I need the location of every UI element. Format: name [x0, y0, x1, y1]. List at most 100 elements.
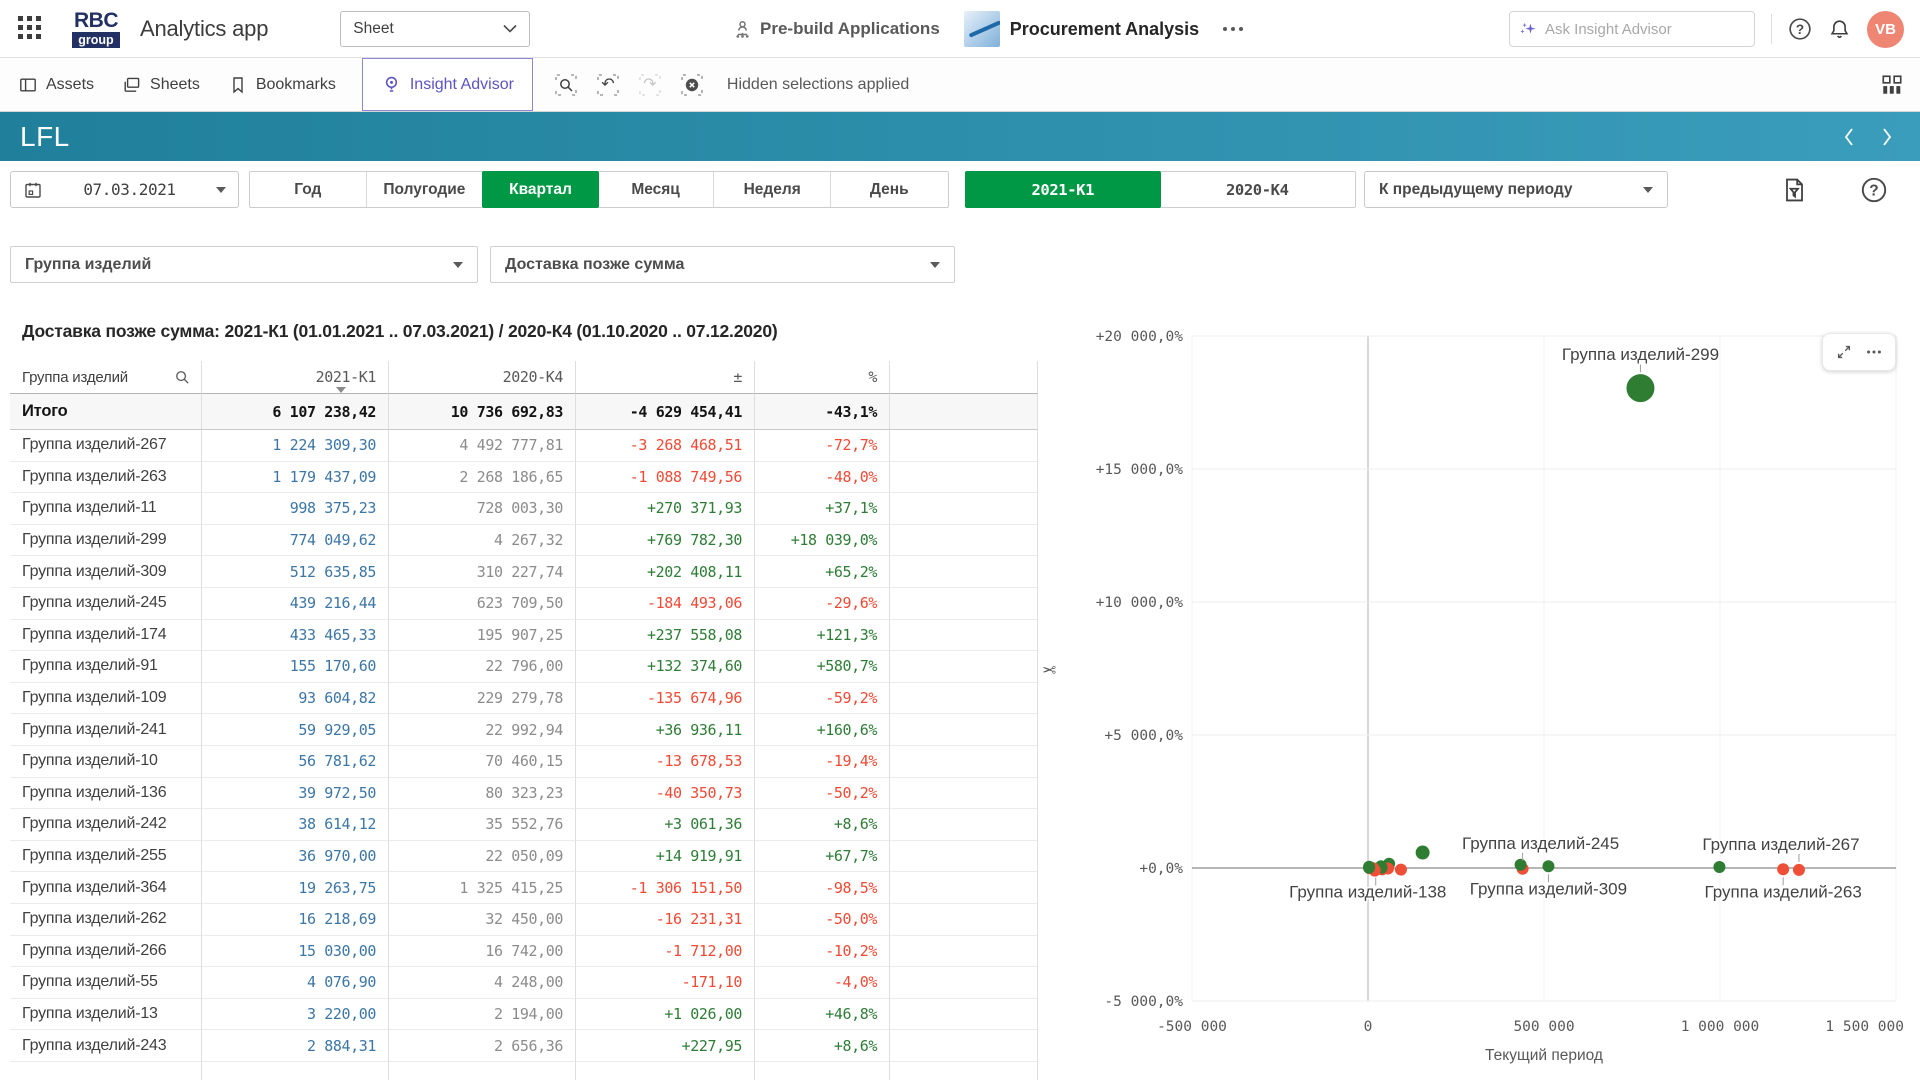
table-row[interactable]: Группа изделий-109 93 604,82 229 279,78 …	[10, 683, 1038, 715]
toolbar-item-bookmarks[interactable]: Bookmarks	[228, 58, 336, 111]
row-product-group[interactable]: Группа изделий-11	[10, 493, 202, 525]
ask-insight-advisor-input[interactable]	[1545, 21, 1744, 38]
table-row[interactable]: Группа изделий-255 36 970,00 22 050,09 +…	[10, 841, 1038, 873]
user-avatar[interactable]: VB	[1867, 11, 1904, 48]
report-filter-icon[interactable]	[1778, 174, 1810, 206]
table-row[interactable]: Группа изделий-245 439 216,44 623 709,50…	[10, 588, 1038, 620]
measure-dropdown[interactable]: Доставка позже сумма	[490, 246, 955, 283]
next-sheet-arrow-icon[interactable]	[1874, 124, 1900, 150]
scatter-point[interactable]	[1395, 864, 1407, 876]
row-product-group[interactable]: Группа изделий-263	[10, 462, 202, 494]
step-forward-selection-icon[interactable]: ↷	[637, 72, 663, 98]
table-row[interactable]: Группа изделий-267 1 224 309,30 4 492 77…	[10, 430, 1038, 462]
column-header-product-group[interactable]: Группа изделий	[10, 361, 202, 394]
row-product-group[interactable]: Группа изделий-243	[10, 1030, 202, 1062]
compare-period-button-1[interactable]: 2020-К4	[1160, 172, 1356, 207]
row-product-group[interactable]: Группа изделий-245	[10, 588, 202, 620]
undo-arrow-glyph: ↶	[601, 77, 614, 93]
row-product-group[interactable]: Группа изделий-309	[10, 556, 202, 588]
table-row[interactable]: Группа изделий-136 39 972,50 80 323,23 -…	[10, 778, 1038, 810]
column-header-current[interactable]: 2021-К1	[202, 361, 389, 394]
table-row[interactable]: Группа изделий-242 38 614,12 35 552,76 +…	[10, 809, 1038, 841]
table-row[interactable]: Группа изделий-309 512 635,85 310 227,74…	[10, 556, 1038, 588]
sheet-select[interactable]: Sheet	[340, 11, 530, 47]
row-product-group[interactable]: Группа изделий-255	[10, 841, 202, 873]
row-product-group[interactable]: Группа изделий-109	[10, 683, 202, 715]
table-row[interactable]: Группа изделий-243 2 884,31 2 656,36 +22…	[10, 1030, 1038, 1062]
row-product-group[interactable]: Группа изделий-262	[10, 904, 202, 936]
dimension-dropdown[interactable]: Группа изделий	[10, 246, 478, 283]
row-product-group[interactable]: Группа изделий-55	[10, 967, 202, 999]
notifications-bell-icon[interactable]	[1828, 18, 1851, 41]
table-row[interactable]: Группа изделий-262 16 218,69 32 450,00 -…	[10, 904, 1038, 936]
help-icon[interactable]: ?	[1788, 17, 1812, 41]
table-row[interactable]: Группа изделий-174 433 465,33 195 907,25…	[10, 620, 1038, 652]
scatter-point[interactable]	[1363, 862, 1375, 874]
chart-more-menu-icon[interactable]	[1865, 343, 1883, 361]
app-menu-icon[interactable]	[18, 16, 44, 42]
scatter-point[interactable]	[1626, 374, 1654, 402]
period-button-3[interactable]: Месяц	[598, 172, 715, 207]
table-row[interactable]: Группа изделий-11 998 375,23 728 003,30 …	[10, 493, 1038, 525]
scatter-point[interactable]	[1515, 859, 1527, 871]
table-row[interactable]: Группа изделий-13 3 220,00 2 194,00 +1 0…	[10, 999, 1038, 1031]
search-selections-icon[interactable]	[553, 72, 579, 98]
compare-mode-select[interactable]: К предыдущему периоду	[1364, 171, 1668, 208]
svg-text:?: ?	[1796, 22, 1804, 37]
row-product-group[interactable]: Группа изделий-266	[10, 936, 202, 968]
current-app-name[interactable]: Procurement Analysis	[1010, 19, 1199, 40]
scatter-point[interactable]	[1542, 860, 1554, 872]
date-picker[interactable]: 07.03.2021	[10, 171, 239, 208]
column-header-percent[interactable]: %	[755, 361, 890, 394]
row-product-group[interactable]: Группа изделий-299	[10, 525, 202, 557]
row-product-group[interactable]: Группа изделий-241	[10, 714, 202, 746]
clear-selections-icon[interactable]	[679, 72, 705, 98]
period-button-0[interactable]: Год	[250, 172, 367, 207]
row-spare	[890, 493, 1038, 525]
table-row[interactable]: Группа изделий-364 19 263,75 1 325 415,2…	[10, 872, 1038, 904]
compare-period-button-0[interactable]: 2021-К1	[965, 171, 1161, 208]
step-back-selection-icon[interactable]: ↶	[595, 72, 621, 98]
previous-sheet-arrow-icon[interactable]	[1836, 124, 1862, 150]
scatter-point[interactable]	[1777, 863, 1789, 875]
table-row[interactable]: Группа изделий-55 4 076,90 4 248,00 -171…	[10, 967, 1038, 999]
app-more-menu-icon[interactable]	[1223, 27, 1243, 31]
table-row[interactable]: Группа изделий-241 59 929,05 22 992,94 +…	[10, 714, 1038, 746]
sort-descending-icon[interactable]	[336, 387, 346, 393]
table-row[interactable]: Группа изделий-266 15 030,00 16 742,00 -…	[10, 936, 1038, 968]
expand-chart-icon[interactable]	[1835, 343, 1853, 361]
table-row[interactable]: Группа изделий-299 774 049,62 4 267,32 +…	[10, 525, 1038, 557]
toolbar-item-sheets[interactable]: Sheets	[122, 58, 200, 111]
search-icon[interactable]	[174, 369, 191, 386]
scatter-point[interactable]	[1416, 846, 1430, 860]
row-product-group[interactable]: Группа изделий-10	[10, 746, 202, 778]
row-product-group[interactable]: Группа изделий-91	[10, 651, 202, 683]
scatter-point[interactable]	[1713, 861, 1725, 873]
prebuild-applications-link[interactable]: Pre-build Applications	[732, 19, 940, 40]
table-row[interactable]: Группа изделий-91 155 170,60 22 796,00 +…	[10, 651, 1038, 683]
period-button-4[interactable]: Неделя	[714, 172, 831, 207]
sheet-layout-icon[interactable]	[1880, 73, 1904, 97]
sheet-help-icon[interactable]: ?	[1858, 174, 1890, 206]
toolbar-item-assets[interactable]: Assets	[18, 58, 94, 111]
panel-splitter-scissors-icon[interactable]: ✂	[1042, 661, 1056, 681]
app-thumbnail[interactable]	[964, 11, 1000, 47]
table-row[interactable]: Группа изделий-10 56 781,62 70 460,15 -1…	[10, 746, 1038, 778]
period-button-2[interactable]: Квартал	[482, 171, 599, 208]
row-product-group[interactable]: Группа изделий-267	[10, 430, 202, 462]
row-product-group[interactable]: Группа изделий-13	[10, 999, 202, 1031]
row-spare	[890, 430, 1038, 462]
scatter-point[interactable]	[1793, 864, 1805, 876]
table-row[interactable]: Группа изделий-263 1 179 437,09 2 268 18…	[10, 462, 1038, 494]
toolbar-item-insight-advisor[interactable]: Insight Advisor	[362, 58, 533, 111]
row-product-group[interactable]: Группа изделий-136	[10, 778, 202, 810]
row-product-group[interactable]: Группа изделий-242	[10, 809, 202, 841]
row-product-group[interactable]: Группа изделий-364	[10, 872, 202, 904]
row-current-value: 19 263,75	[202, 872, 389, 904]
period-button-5[interactable]: День	[831, 172, 948, 207]
row-product-group[interactable]: Группа изделий-174	[10, 620, 202, 652]
column-header-delta[interactable]: ±	[576, 361, 755, 394]
column-header-previous[interactable]: 2020-К4	[389, 361, 576, 394]
period-button-1[interactable]: Полугодие	[367, 172, 484, 207]
insight-advisor-search[interactable]	[1509, 11, 1755, 47]
